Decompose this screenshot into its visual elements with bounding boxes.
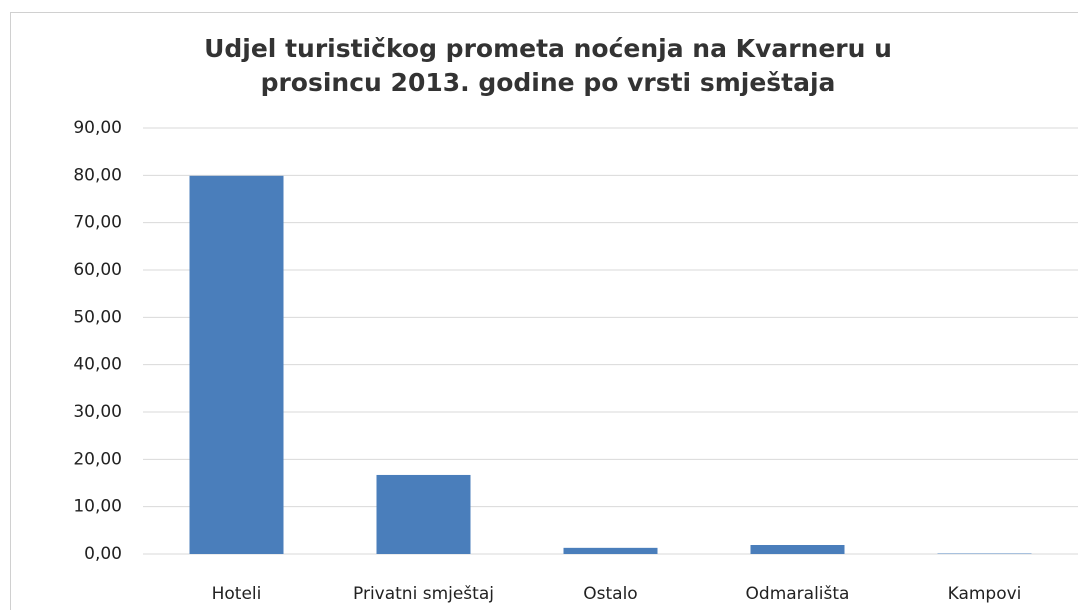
- y-tick-label: 10,00: [73, 497, 122, 517]
- chart-border: [10, 12, 1078, 610]
- chart-title: Udjel turističkog prometa noćenja na Kva…: [204, 34, 892, 63]
- x-tick-label: Kampovi: [948, 584, 1022, 604]
- y-tick-label: 90,00: [73, 118, 122, 138]
- y-tick-label: 20,00: [73, 449, 122, 469]
- y-tick-label: 60,00: [73, 260, 122, 280]
- chart-title: prosincu 2013. godine po vrsti smještaja: [261, 68, 836, 97]
- x-tick-label: Privatni smještaj: [353, 584, 494, 604]
- bar: [376, 474, 471, 554]
- y-tick-label: 30,00: [73, 402, 122, 422]
- x-tick-label: Hoteli: [212, 584, 262, 604]
- y-tick-label: 0,00: [84, 544, 122, 564]
- y-tick-label: 40,00: [73, 355, 122, 375]
- bar: [189, 175, 284, 554]
- bar: [563, 547, 658, 554]
- x-tick-label: Ostalo: [583, 584, 637, 604]
- x-tick-label: Odmarališta: [746, 584, 850, 604]
- y-tick-label: 50,00: [73, 307, 122, 327]
- bar: [750, 545, 845, 554]
- y-tick-label: 80,00: [73, 165, 122, 185]
- y-tick-label: 70,00: [73, 213, 122, 233]
